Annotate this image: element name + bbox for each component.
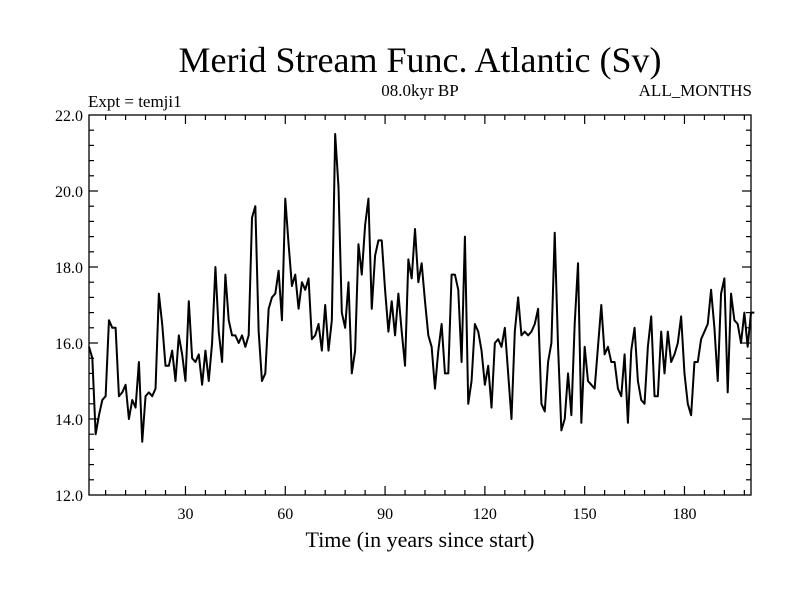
y-tick-label: 12.0: [55, 488, 83, 505]
x-axis: 30 60 90 120 150 180: [105, 115, 745, 523]
experiment-label: Expt = temji1: [88, 92, 182, 111]
y-axis: 12.0 14.0 16.0 18.0 20.0 22.0: [55, 108, 751, 505]
x-tick-label: 180: [672, 506, 696, 523]
y-tick-label: 22.0: [55, 108, 83, 125]
x-axis-label: Time (in years since start): [306, 527, 535, 552]
series-line: [88, 133, 755, 443]
x-tick-label: 120: [473, 506, 497, 523]
x-tick-label: 30: [177, 506, 193, 523]
period-label: 08.0kyr BP: [381, 81, 458, 100]
y-tick-label: 16.0: [55, 336, 83, 353]
y-tick-label: 20.0: [55, 184, 83, 201]
y-tick-label: 18.0: [55, 260, 83, 277]
x-tick-label: 60: [277, 506, 293, 523]
x-tick-label: 90: [377, 506, 393, 523]
chart-title: Merid Stream Func. Atlantic (Sv): [179, 40, 662, 80]
y-tick-label: 14.0: [55, 412, 83, 429]
x-tick-label: 150: [573, 506, 597, 523]
plot-frame: [88, 114, 752, 496]
months-label: ALL_MONTHS: [639, 81, 752, 100]
